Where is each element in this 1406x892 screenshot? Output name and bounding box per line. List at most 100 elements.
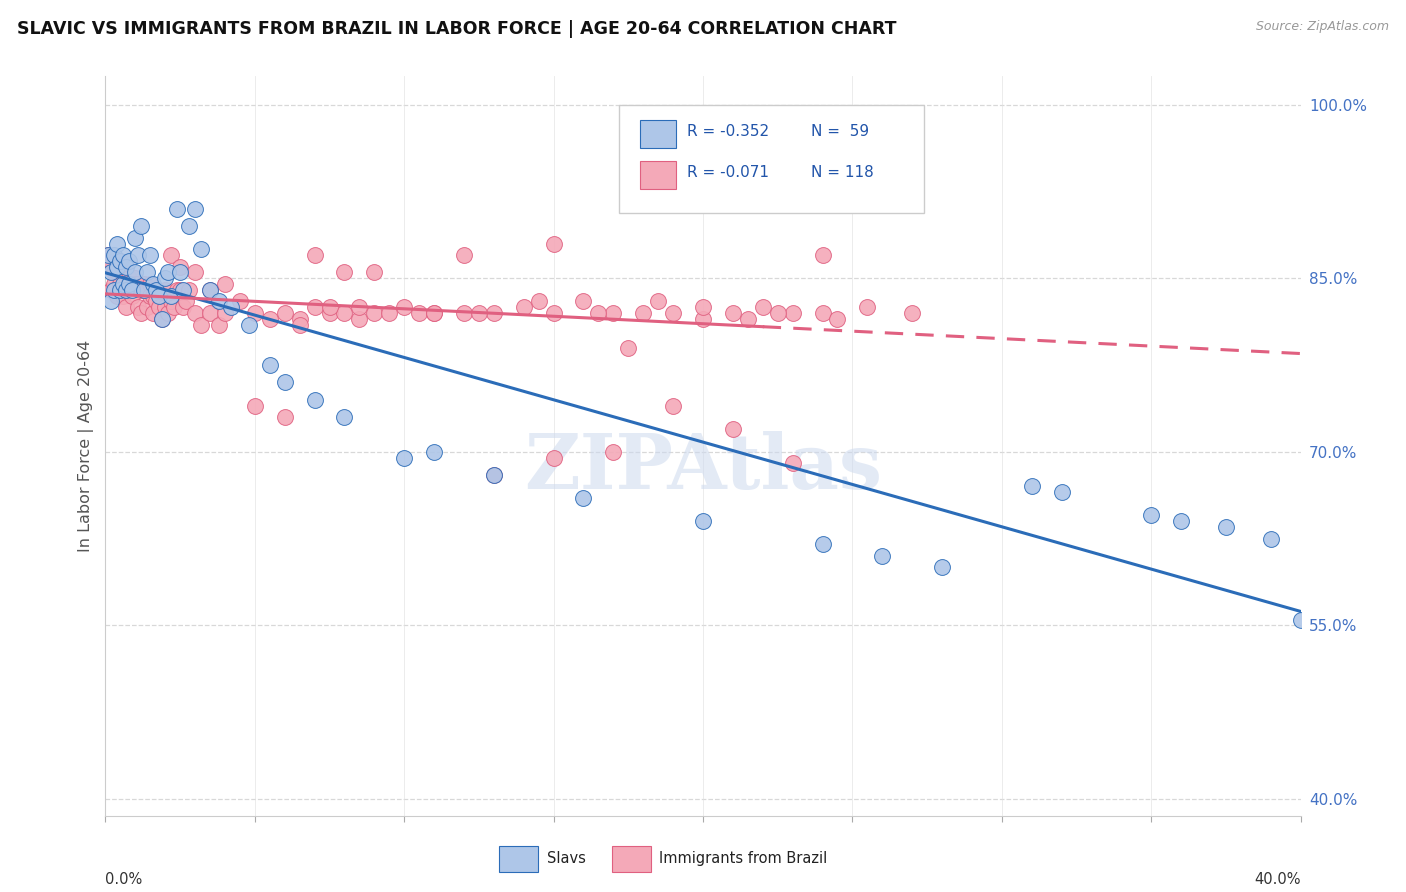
Point bbox=[513, 300, 536, 314]
Point bbox=[145, 283, 167, 297]
Point bbox=[602, 444, 624, 458]
Text: Source: ZipAtlas.com: Source: ZipAtlas.com bbox=[1256, 20, 1389, 33]
Point bbox=[127, 300, 149, 314]
Point bbox=[110, 283, 132, 297]
Point bbox=[157, 265, 180, 279]
Point bbox=[115, 300, 138, 314]
Point bbox=[588, 306, 610, 320]
Point bbox=[139, 277, 162, 291]
Point bbox=[169, 265, 191, 279]
Point bbox=[214, 277, 236, 291]
Point bbox=[482, 467, 505, 482]
Point bbox=[155, 283, 177, 297]
Text: Slavs: Slavs bbox=[547, 852, 586, 866]
Point bbox=[304, 248, 326, 262]
Point bbox=[208, 318, 231, 332]
Point bbox=[198, 283, 221, 297]
Point bbox=[103, 248, 125, 262]
Point bbox=[184, 265, 207, 279]
Point bbox=[872, 549, 894, 563]
Point bbox=[112, 248, 135, 262]
Point bbox=[148, 288, 170, 302]
Point bbox=[543, 306, 565, 320]
Point bbox=[662, 306, 685, 320]
Point bbox=[811, 306, 834, 320]
Point bbox=[97, 248, 120, 262]
Point bbox=[856, 300, 879, 314]
Point bbox=[273, 410, 295, 425]
Point bbox=[288, 311, 311, 326]
Point bbox=[811, 537, 834, 551]
Point bbox=[208, 294, 231, 309]
Point bbox=[184, 306, 207, 320]
Point bbox=[423, 306, 446, 320]
Point bbox=[150, 311, 173, 326]
Point bbox=[174, 294, 197, 309]
Point bbox=[782, 306, 804, 320]
Point bbox=[423, 306, 446, 320]
Point bbox=[155, 271, 177, 285]
Point bbox=[100, 265, 122, 279]
Point bbox=[160, 248, 183, 262]
Point bbox=[172, 283, 194, 297]
Text: R = -0.352: R = -0.352 bbox=[688, 124, 769, 139]
Point bbox=[121, 283, 143, 297]
Point bbox=[190, 243, 212, 257]
Point bbox=[692, 514, 714, 528]
Point bbox=[453, 306, 475, 320]
Point bbox=[288, 318, 311, 332]
Point bbox=[97, 260, 120, 274]
Point bbox=[103, 283, 125, 297]
Point bbox=[238, 318, 260, 332]
Point bbox=[304, 392, 326, 407]
Point bbox=[107, 265, 129, 279]
Point bbox=[110, 253, 132, 268]
Point bbox=[633, 306, 655, 320]
Point bbox=[229, 294, 252, 309]
Point bbox=[363, 306, 385, 320]
Text: R = -0.071: R = -0.071 bbox=[688, 164, 769, 179]
Point bbox=[177, 219, 201, 234]
Point bbox=[617, 341, 640, 355]
Point bbox=[103, 265, 125, 279]
Point bbox=[184, 202, 207, 216]
Point bbox=[139, 288, 162, 302]
Point bbox=[318, 300, 340, 314]
Point bbox=[363, 265, 385, 279]
Point bbox=[129, 219, 153, 234]
Point bbox=[129, 283, 153, 297]
Text: ZIPAtlas: ZIPAtlas bbox=[524, 431, 882, 505]
Point bbox=[115, 260, 138, 274]
Text: 0.0%: 0.0% bbox=[105, 871, 142, 887]
Point bbox=[482, 306, 505, 320]
FancyBboxPatch shape bbox=[619, 105, 924, 213]
Point bbox=[827, 311, 849, 326]
Point bbox=[166, 202, 188, 216]
Point bbox=[1140, 508, 1163, 523]
Point bbox=[121, 277, 143, 291]
Point bbox=[118, 277, 141, 291]
Point bbox=[100, 283, 122, 297]
Text: N = 118: N = 118 bbox=[810, 164, 873, 179]
Point bbox=[134, 277, 156, 291]
Point bbox=[1289, 613, 1312, 627]
Text: Immigrants from Brazil: Immigrants from Brazil bbox=[659, 852, 828, 866]
Point bbox=[394, 300, 416, 314]
Point bbox=[136, 283, 159, 297]
Point bbox=[1050, 485, 1073, 500]
Point bbox=[172, 300, 194, 314]
Point bbox=[751, 300, 773, 314]
Point bbox=[333, 306, 356, 320]
Point bbox=[169, 260, 191, 274]
Point bbox=[190, 318, 212, 332]
Point bbox=[243, 306, 266, 320]
Point bbox=[107, 288, 129, 302]
Point bbox=[647, 294, 669, 309]
Point bbox=[318, 306, 340, 320]
Point bbox=[115, 277, 138, 291]
Point bbox=[394, 450, 416, 465]
Point bbox=[931, 560, 953, 574]
Point bbox=[692, 300, 714, 314]
Point bbox=[163, 300, 186, 314]
Point bbox=[378, 306, 401, 320]
